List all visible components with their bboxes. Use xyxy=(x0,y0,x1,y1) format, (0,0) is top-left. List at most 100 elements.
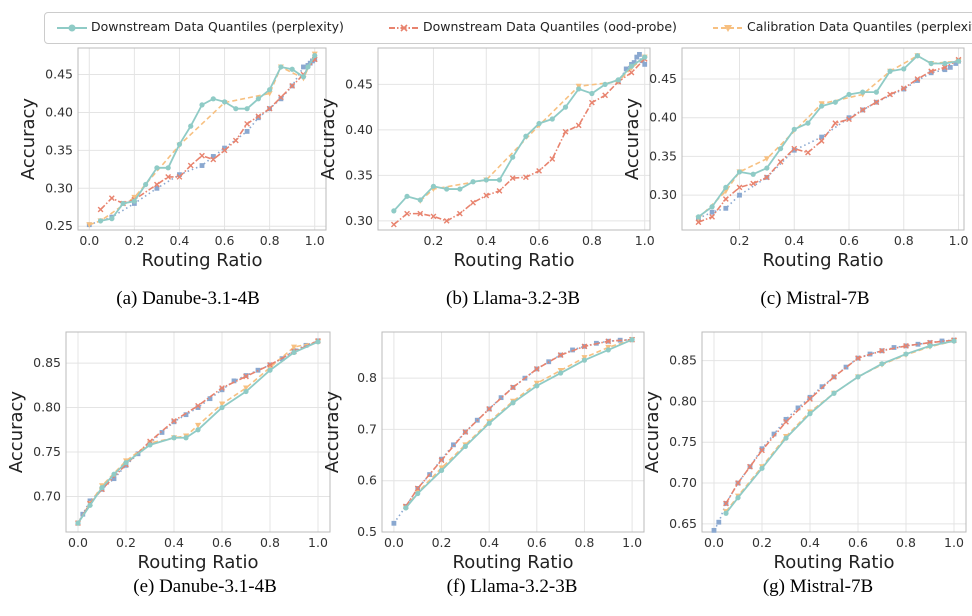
y-tick-label: 0.40 xyxy=(649,110,677,125)
data-point xyxy=(171,417,177,424)
data-point xyxy=(131,194,138,201)
data-point xyxy=(300,74,307,80)
x-tick-label: 1.0 xyxy=(622,535,642,550)
data-point xyxy=(404,193,410,199)
y-axis-label: Accuracy xyxy=(642,391,663,474)
data-point xyxy=(709,204,715,210)
data-point xyxy=(120,200,126,207)
legend-swatch-ood-probe xyxy=(389,23,419,32)
legend-label-perplexity: Downstream Data Quantiles (perplexity) xyxy=(90,19,344,34)
data-point xyxy=(887,91,893,98)
plot-frame xyxy=(77,47,327,231)
y-tick-label: 0.30 xyxy=(45,180,73,195)
data-point xyxy=(759,465,765,471)
data-point xyxy=(723,510,729,516)
series-line-1 xyxy=(725,339,955,504)
data-point xyxy=(915,341,921,347)
data-point xyxy=(154,181,160,188)
plot-area xyxy=(78,48,326,230)
plot-area xyxy=(702,332,966,532)
legend-label-ood-probe: Downstream Data Quantiles (ood-probe) xyxy=(422,19,677,34)
x-tick-label: 0.6 xyxy=(848,535,868,550)
data-point xyxy=(791,126,797,132)
data-point xyxy=(623,66,629,72)
y-tick-label: 0.7 xyxy=(357,421,377,436)
data-point xyxy=(462,443,468,449)
data-point xyxy=(289,83,296,89)
data-point xyxy=(873,99,880,106)
data-point xyxy=(879,361,885,367)
y-tick-label: 0.80 xyxy=(33,400,61,415)
data-point xyxy=(831,390,837,396)
data-point xyxy=(451,442,456,448)
data-point xyxy=(177,172,182,178)
data-point xyxy=(709,209,715,215)
series-line-3 xyxy=(713,339,955,531)
data-point xyxy=(183,435,189,441)
data-point xyxy=(605,347,611,353)
data-point xyxy=(195,402,201,409)
y-axis-label: Accuracy xyxy=(322,391,343,474)
data-point xyxy=(522,174,529,181)
data-point xyxy=(510,154,516,160)
data-point xyxy=(941,64,948,71)
data-point xyxy=(562,104,569,110)
data-point xyxy=(942,67,948,73)
data-point xyxy=(278,94,284,101)
data-point xyxy=(147,442,153,448)
data-point xyxy=(390,221,397,228)
data-point xyxy=(219,387,225,393)
data-point xyxy=(470,179,476,185)
data-point xyxy=(289,66,295,72)
x-tick-label: 0.2 xyxy=(124,233,144,248)
data-point xyxy=(536,120,542,127)
y-tick-label: 0.70 xyxy=(669,475,697,490)
x-tick-label: 0.6 xyxy=(529,233,549,248)
chart-panel-2: 0.2 0.4 0.6 0.8 1.0 0.30 0.35 0.40 0.45 Routing R… xyxy=(622,47,969,271)
data-point xyxy=(928,70,934,76)
data-point xyxy=(695,219,702,226)
y-tick-label: 0.35 xyxy=(45,142,73,157)
chart-panel-0: 0.0 0.2 0.4 0.6 0.8 1.0 0.25 0.30 0.35 0.40 0.45 Ro… xyxy=(18,47,327,271)
data-point xyxy=(195,422,201,429)
data-point xyxy=(927,343,933,349)
data-point xyxy=(291,349,297,356)
data-point xyxy=(430,183,437,189)
x-tick-label: 0.2 xyxy=(116,535,136,550)
data-point xyxy=(403,505,409,511)
data-point xyxy=(759,447,765,454)
data-point xyxy=(430,213,437,220)
series-line-0 xyxy=(77,340,319,524)
data-point xyxy=(628,63,635,69)
data-point xyxy=(486,406,493,412)
data-point xyxy=(266,105,273,112)
x-tick-label: 0.6 xyxy=(212,535,232,550)
data-point xyxy=(221,99,228,105)
data-point xyxy=(533,366,540,372)
x-tick-label: 0.4 xyxy=(164,535,184,550)
caption-b: (b) Llama-3.2-3B xyxy=(445,288,581,309)
y-axis-label: Accuracy xyxy=(318,98,339,181)
x-tick-label: 0.4 xyxy=(476,233,496,248)
data-point xyxy=(496,187,503,194)
data-point xyxy=(438,467,445,474)
data-point xyxy=(244,106,250,112)
data-point xyxy=(843,364,849,370)
data-point xyxy=(901,66,907,72)
y-tick-label: 0.70 xyxy=(33,488,61,503)
data-point xyxy=(819,134,825,140)
x-tick-label: 0.8 xyxy=(894,233,914,248)
y-axis-label: Accuracy xyxy=(622,98,643,181)
data-point xyxy=(747,463,753,470)
data-point xyxy=(278,64,284,70)
data-point xyxy=(642,54,648,60)
chart-panel-5: 0.0 0.2 0.4 0.6 0.8 1.0 0.65 0.70 0.75 0.80 0.85 Ro… xyxy=(642,331,967,573)
data-point xyxy=(615,77,621,83)
data-point xyxy=(509,175,516,182)
data-point xyxy=(549,116,555,122)
data-point xyxy=(244,120,250,127)
legend: Downstream Data Quantiles (perplexity) D… xyxy=(44,12,972,44)
x-tick-label: 0.0 xyxy=(68,535,88,550)
data-point xyxy=(462,429,469,435)
